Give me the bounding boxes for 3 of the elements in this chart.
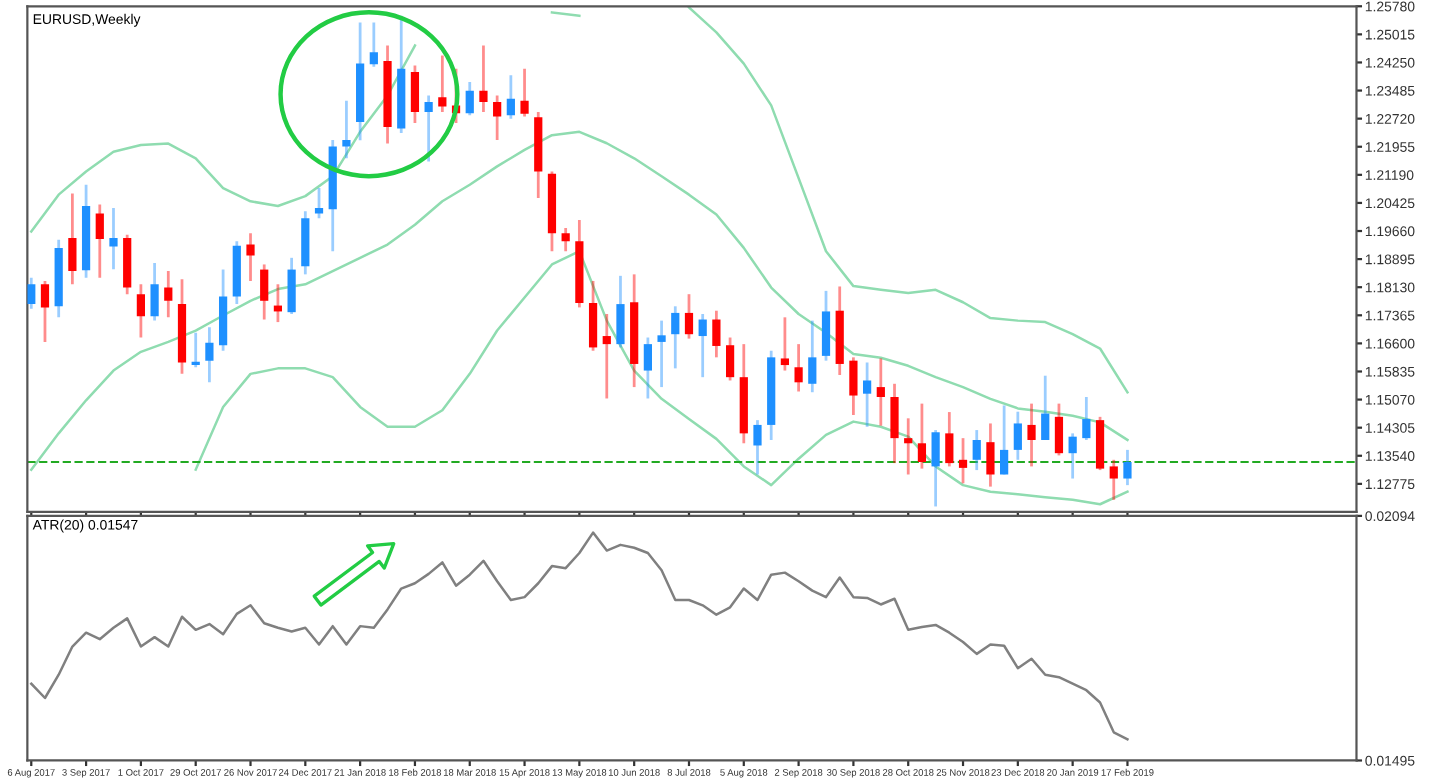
line-series xyxy=(194,249,1129,506)
line-series xyxy=(30,531,1129,741)
line-series xyxy=(30,130,1129,471)
